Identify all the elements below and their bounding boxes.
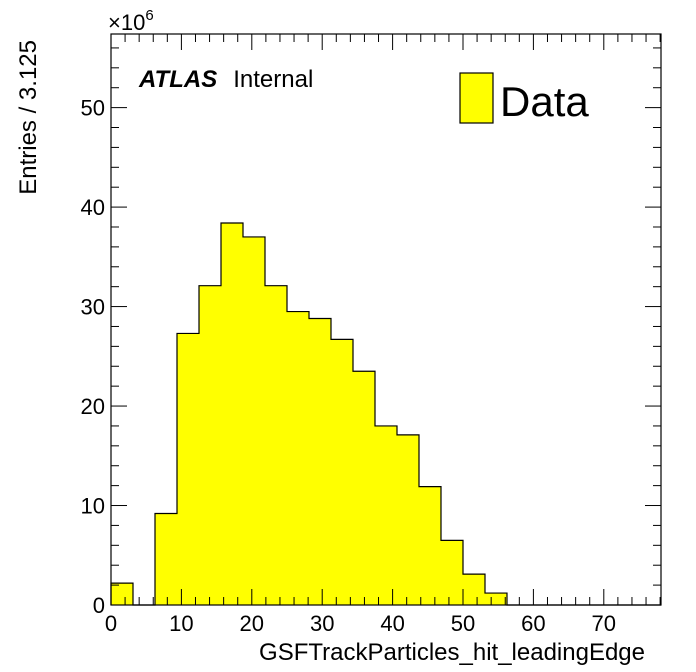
histogram-bars bbox=[111, 223, 507, 606]
y-tick-label: 10 bbox=[81, 494, 105, 519]
y-tick-label: 50 bbox=[81, 96, 105, 121]
legend-label-data: Data bbox=[500, 78, 589, 125]
histogram-bar bbox=[419, 486, 441, 605]
plot-frame bbox=[110, 33, 662, 606]
legend-swatch-data bbox=[459, 72, 494, 124]
histogram-bar bbox=[177, 333, 199, 605]
x-tick-label: 50 bbox=[451, 611, 475, 636]
histogram-bar bbox=[309, 318, 331, 605]
x-tick-label: 40 bbox=[380, 611, 404, 636]
atlas-label-bold: ATLAS bbox=[138, 66, 217, 93]
y-tick-label: 20 bbox=[81, 394, 105, 419]
histogram-bar bbox=[243, 236, 265, 606]
histogram-bar bbox=[155, 513, 177, 605]
y-axis-ticks: 0 10 20 30 40 50 bbox=[81, 47, 661, 618]
atlas-label: ATLAS Internal bbox=[138, 66, 313, 93]
x-tick-label: 0 bbox=[105, 611, 117, 636]
histogram-bar bbox=[397, 434, 419, 605]
y-axis-multiplier-base: ×10 bbox=[108, 10, 145, 35]
histogram-bar bbox=[287, 311, 309, 605]
y-axis-title: Entries / 3.125 bbox=[15, 40, 42, 195]
histogram-bar bbox=[265, 285, 287, 605]
y-axis-multiplier-exponent: 6 bbox=[145, 7, 153, 24]
histogram-outline bbox=[110, 222, 661, 606]
x-axis-ticks: 0 10 20 30 40 50 60 70 bbox=[105, 34, 661, 636]
histogram-bar bbox=[111, 583, 133, 605]
histogram-bar bbox=[375, 425, 397, 605]
x-tick-label: 30 bbox=[310, 611, 334, 636]
x-tick-label: 20 bbox=[240, 611, 264, 636]
histogram-bar bbox=[199, 285, 221, 605]
histogram-bar bbox=[463, 574, 485, 605]
atlas-label-internal: Internal bbox=[233, 66, 313, 93]
x-tick-label: 60 bbox=[521, 611, 545, 636]
x-tick-label: 10 bbox=[169, 611, 193, 636]
x-tick-label: 70 bbox=[592, 611, 616, 636]
y-tick-label: 40 bbox=[81, 195, 105, 220]
histogram-bar bbox=[331, 339, 353, 605]
y-tick-label: 30 bbox=[81, 295, 105, 320]
histogram-bar bbox=[353, 371, 375, 605]
legend: Data bbox=[459, 72, 589, 125]
x-axis-title: GSFTrackParticles_hit_leadingEdge bbox=[259, 639, 645, 666]
histogram-bar bbox=[441, 540, 463, 605]
histogram-bar bbox=[485, 593, 507, 605]
y-tick-label: 0 bbox=[93, 593, 105, 618]
histogram-bar bbox=[221, 223, 243, 606]
y-axis-multiplier: ×106 bbox=[108, 7, 154, 35]
